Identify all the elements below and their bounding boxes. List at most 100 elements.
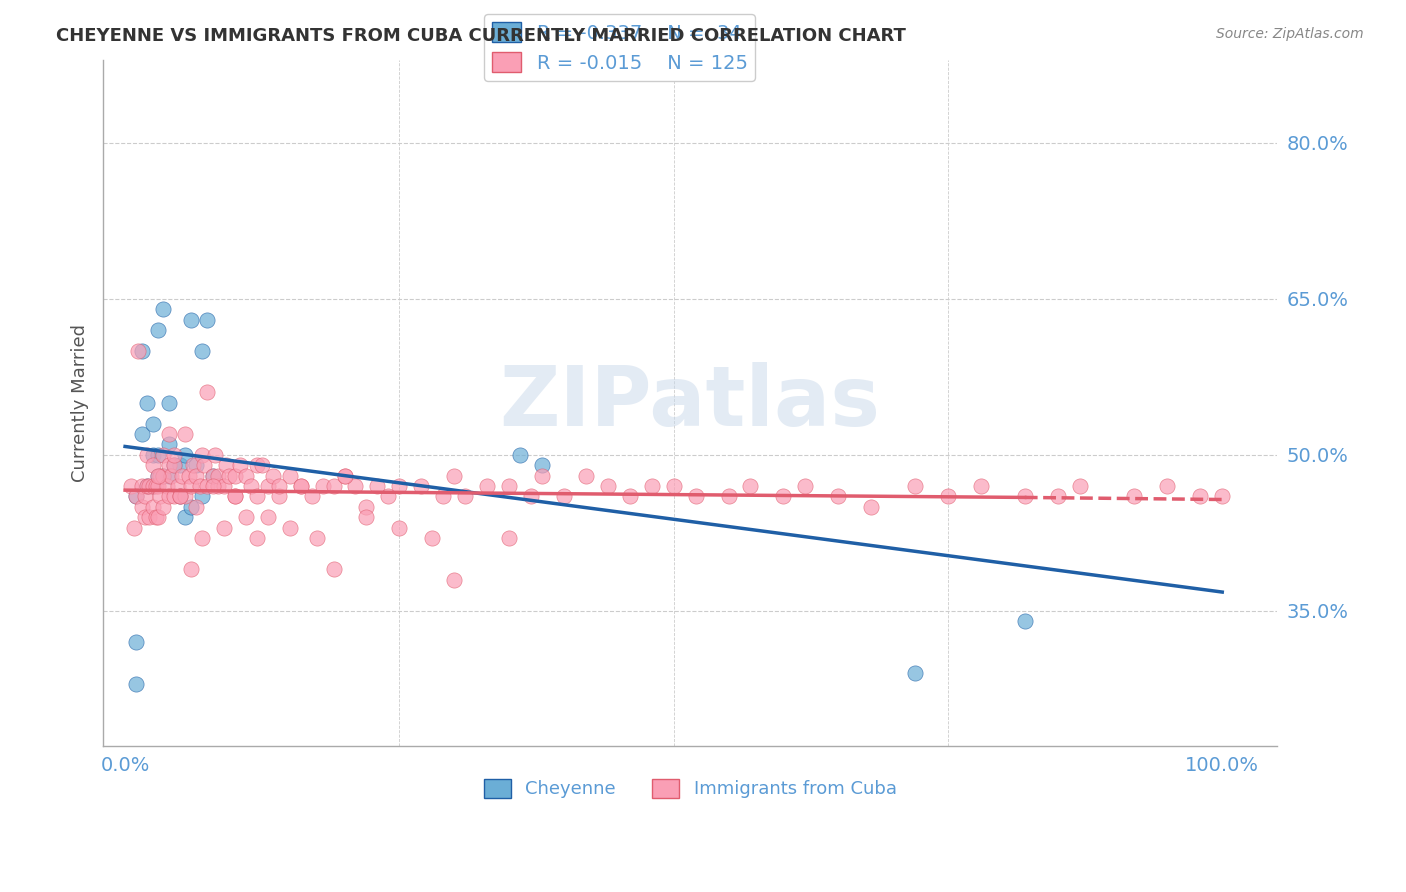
Cheyenne [174,448,197,462]
Cheyenne [125,489,148,503]
Cheyenne [186,458,208,473]
Cheyenne [904,666,927,681]
Immigrants from Cuba [146,468,169,483]
Immigrants from Cuba [193,458,215,473]
Immigrants from Cuba [207,468,229,483]
Cheyenne [125,676,148,690]
Immigrants from Cuba [122,520,145,534]
Immigrants from Cuba [356,510,378,524]
Immigrants from Cuba [169,489,191,503]
Text: ZIPatlas: ZIPatlas [499,362,880,443]
Immigrants from Cuba [125,489,148,503]
Immigrants from Cuba [685,489,707,503]
Immigrants from Cuba [163,458,186,473]
Immigrants from Cuba [662,479,685,493]
Immigrants from Cuba [860,500,883,514]
Immigrants from Cuba [420,531,443,545]
Immigrants from Cuba [152,468,174,483]
Cheyenne [191,343,214,358]
Immigrants from Cuba [131,500,153,514]
Cheyenne [152,468,174,483]
Immigrants from Cuba [156,479,179,493]
Immigrants from Cuba [224,489,246,503]
Cheyenne [125,635,148,649]
Immigrants from Cuba [191,531,214,545]
Cheyenne [509,448,531,462]
Cheyenne [191,489,214,503]
Immigrants from Cuba [250,458,273,473]
Immigrants from Cuba [256,479,278,493]
Immigrants from Cuba [136,479,159,493]
Immigrants from Cuba [246,458,269,473]
Immigrants from Cuba [163,448,186,462]
Immigrants from Cuba [454,489,477,503]
Y-axis label: Currently Married: Currently Married [72,324,89,482]
Immigrants from Cuba [356,500,378,514]
Immigrants from Cuba [794,479,817,493]
Immigrants from Cuba [146,479,169,493]
Immigrants from Cuba [388,479,411,493]
Immigrants from Cuba [575,468,598,483]
Cheyenne [180,500,202,514]
Immigrants from Cuba [138,510,160,524]
Immigrants from Cuba [235,468,257,483]
Immigrants from Cuba [186,468,208,483]
Immigrants from Cuba [641,479,664,493]
Immigrants from Cuba [498,479,520,493]
Immigrants from Cuba [278,520,301,534]
Immigrants from Cuba [127,343,149,358]
Immigrants from Cuba [1156,479,1178,493]
Immigrants from Cuba [322,479,344,493]
Immigrants from Cuba [290,479,312,493]
Cheyenne [152,302,174,317]
Immigrants from Cuba [1189,489,1212,503]
Immigrants from Cuba [388,520,411,534]
Immigrants from Cuba [267,489,290,503]
Immigrants from Cuba [936,489,959,503]
Immigrants from Cuba [553,489,575,503]
Cheyenne [136,479,159,493]
Immigrants from Cuba [134,510,156,524]
Immigrants from Cuba [163,489,186,503]
Immigrants from Cuba [267,479,290,493]
Immigrants from Cuba [278,468,301,483]
Cheyenne [141,479,163,493]
Immigrants from Cuba [432,489,454,503]
Immigrants from Cuba [443,573,465,587]
Immigrants from Cuba [134,489,156,503]
Cheyenne [169,458,191,473]
Text: CHEYENNE VS IMMIGRANTS FROM CUBA CURRENTLY MARRIED CORRELATION CHART: CHEYENNE VS IMMIGRANTS FROM CUBA CURRENT… [56,27,905,45]
Immigrants from Cuba [157,427,180,442]
Immigrants from Cuba [333,468,356,483]
Immigrants from Cuba [224,468,246,483]
Immigrants from Cuba [333,468,356,483]
Immigrants from Cuba [172,468,194,483]
Cheyenne [163,458,186,473]
Immigrants from Cuba [262,468,284,483]
Immigrants from Cuba [301,489,323,503]
Cheyenne [141,448,163,462]
Immigrants from Cuba [180,562,202,576]
Immigrants from Cuba [157,489,180,503]
Cheyenne [157,468,180,483]
Immigrants from Cuba [195,479,218,493]
Immigrants from Cuba [443,468,465,483]
Immigrants from Cuba [235,510,257,524]
Immigrants from Cuba [596,479,619,493]
Immigrants from Cuba [240,479,263,493]
Immigrants from Cuba [970,479,993,493]
Cheyenne [174,510,197,524]
Immigrants from Cuba [201,468,224,483]
Immigrants from Cuba [169,489,191,503]
Immigrants from Cuba [149,489,172,503]
Immigrants from Cuba [212,520,235,534]
Immigrants from Cuba [166,479,188,493]
Cheyenne [131,343,153,358]
Cheyenne [195,312,218,326]
Immigrants from Cuba [290,479,312,493]
Immigrants from Cuba [174,489,197,503]
Immigrants from Cuba [145,510,167,524]
Immigrants from Cuba [1014,489,1036,503]
Immigrants from Cuba [498,531,520,545]
Cheyenne [131,427,153,442]
